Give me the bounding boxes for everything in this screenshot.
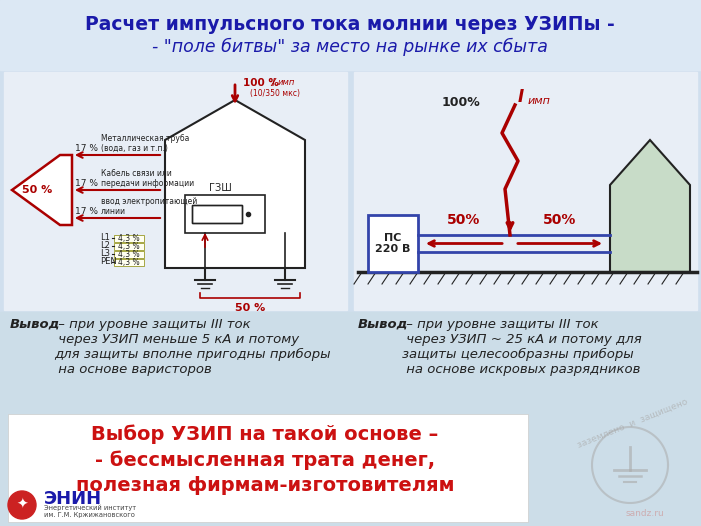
Text: Энергетический институт
им. Г.М. Кржижановского: Энергетический институт им. Г.М. Кржижан…	[44, 504, 136, 518]
Text: 4,3 %: 4,3 %	[118, 249, 139, 258]
Text: 50%: 50%	[543, 213, 577, 227]
Text: 4,3 %: 4,3 %	[118, 258, 139, 267]
Bar	[185, 195, 265, 233]
Text: имп: имп	[278, 78, 295, 87]
Text: Выбор УЗИП на такой основе –: Выбор УЗИП на такой основе –	[91, 424, 439, 443]
Text: Вывод: Вывод	[358, 318, 409, 331]
Bar	[114, 250, 144, 258]
Bar	[8, 414, 528, 522]
Text: sandz.ru: sandz.ru	[625, 509, 665, 518]
Text: - бессмысленная трата денег,: - бессмысленная трата денег,	[95, 450, 435, 470]
Text: PEN: PEN	[100, 258, 117, 267]
Circle shape	[8, 491, 36, 519]
Text: Кабель связи или
передачи информации: Кабель связи или передачи информации	[101, 169, 194, 188]
Text: Металлическая труба
(вода, газ и т.п.): Металлическая труба (вода, газ и т.п.)	[101, 134, 189, 153]
Text: ✦: ✦	[16, 498, 28, 512]
Text: 100%: 100%	[441, 96, 480, 108]
Text: – при уровне защиты III ток
 через УЗИП ~ 25 кА и потому для
защиты целесообразн: – при уровне защиты III ток через УЗИП ~…	[402, 318, 641, 376]
Text: 100 %: 100 %	[243, 78, 279, 88]
Text: 4,3 %: 4,3 %	[118, 234, 139, 242]
Text: (10/350 мкс): (10/350 мкс)	[250, 89, 300, 98]
Bar	[0, 0, 701, 70]
Bar	[354, 72, 697, 310]
Polygon shape	[165, 100, 305, 268]
Text: ЭНИН: ЭНИН	[44, 490, 102, 508]
Text: Расчет импульсного тока молнии через УЗИПы -: Расчет импульсного тока молнии через УЗИ…	[85, 15, 615, 34]
Text: L1: L1	[100, 234, 110, 242]
Text: 50%: 50%	[447, 213, 481, 227]
Text: 50 %: 50 %	[235, 303, 265, 313]
Text: ГЗШ: ГЗШ	[209, 183, 231, 193]
Polygon shape	[12, 155, 72, 225]
Bar	[0, 312, 701, 412]
Text: 17 %: 17 %	[75, 179, 98, 188]
Text: I: I	[272, 78, 275, 88]
Text: заземлено  и  защищено: заземлено и защищено	[576, 397, 688, 449]
Bar	[0, 412, 701, 526]
Bar	[192, 205, 242, 223]
Text: 50 %: 50 %	[22, 185, 53, 195]
Text: Вывод: Вывод	[10, 318, 60, 331]
Bar	[192, 205, 242, 223]
Text: – при уровне защиты III ток
 через УЗИП меньше 5 кА и потому
для защиты вполне п: – при уровне защиты III ток через УЗИП м…	[54, 318, 331, 376]
Bar	[114, 242, 144, 249]
Text: 17 %: 17 %	[75, 144, 98, 153]
Bar	[114, 258, 144, 266]
Polygon shape	[610, 140, 690, 272]
Text: I: I	[518, 88, 524, 106]
Text: полезная фирмам-изготовителям: полезная фирмам-изготовителям	[76, 476, 454, 495]
Text: L3: L3	[100, 249, 110, 258]
Text: имп: имп	[528, 96, 551, 106]
Text: 17 %: 17 %	[75, 207, 98, 216]
Text: ввод электропитающей
линии: ввод электропитающей линии	[101, 197, 197, 216]
Text: ПС
220 В: ПС 220 В	[375, 232, 411, 254]
Text: 4,3 %: 4,3 %	[118, 241, 139, 250]
Bar	[4, 72, 347, 310]
Text: L2: L2	[100, 241, 110, 250]
Bar	[368, 215, 418, 272]
Text: - "поле битвы" за место на рынке их сбыта: - "поле битвы" за место на рынке их сбыт…	[152, 38, 548, 56]
Bar	[114, 235, 144, 241]
